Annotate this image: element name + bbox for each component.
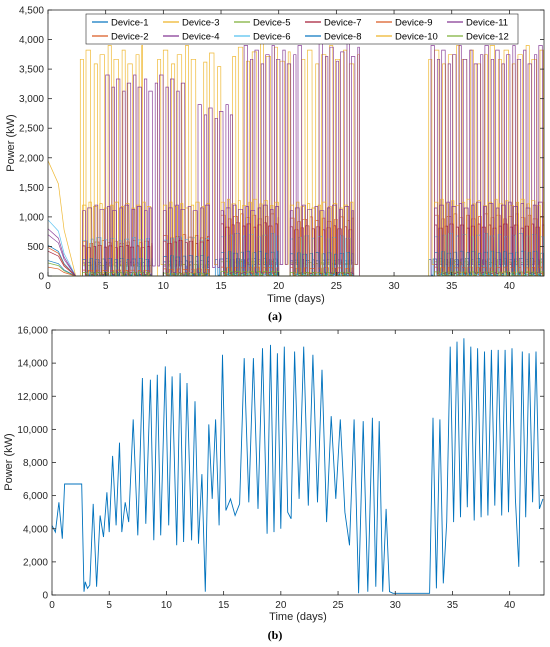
chart-b-xlabel: Time (days) — [269, 611, 327, 623]
chart-a-y-ticks: 0 500 1,000 1,500 2,000 2,500 3,000 3,500 4,000 4… — [19, 6, 544, 283]
series-line-device-11 — [47, 201, 545, 277]
chart-a-legend-items: Device-1 Device-2 Device-3 Device-4 Device-5… — [92, 18, 509, 43]
chart-a-panel-label: (a) — [268, 309, 282, 323]
chart-b-series-line — [51, 338, 544, 594]
legend-entry-label: Device-3 — [182, 18, 220, 29]
b-y-tick-label: 16,000 — [17, 326, 48, 337]
chart-b-axes-box — [51, 329, 545, 596]
series-line-total-power — [51, 338, 544, 594]
b-x-tick-label: 5 — [106, 600, 112, 611]
a-x-tick-label: 10 — [158, 281, 170, 292]
a-x-tick-label: 30 — [388, 281, 400, 292]
b-y-tick-label: 4,000 — [23, 524, 48, 535]
b-x-tick-label: 15 — [218, 600, 230, 611]
b-x-tick-label: 30 — [390, 600, 402, 611]
chart-a-legend: Device-1 Device-2 Device-3 Device-4 Device-5… — [85, 13, 519, 45]
a-y-tick-label: 3,500 — [19, 65, 44, 76]
b-y-tick-label: 6,000 — [23, 491, 48, 502]
legend-entry-label: Device-7 — [324, 18, 362, 29]
legend-entry-label: Device-4 — [182, 32, 220, 43]
chart-a-legend-box — [85, 13, 519, 45]
b-x-tick-label: 25 — [332, 600, 344, 611]
b-y-tick-label: 10,000 — [17, 425, 48, 436]
a-y-tick-label: 3,000 — [19, 94, 44, 105]
a-x-tick-label: 25 — [331, 281, 343, 292]
legend-entry-label: Device-5 — [253, 18, 291, 29]
chart-b: 0 5 10 15 20 25 30 35 40 0 2,000 4,000 6,000 8,000 10… — [3, 326, 545, 642]
a-x-tick-label: 0 — [45, 281, 51, 292]
b-y-tick-label: 2,000 — [23, 557, 48, 568]
b-x-tick-label: 10 — [161, 600, 173, 611]
b-x-tick-label: 40 — [504, 600, 516, 611]
chart-b-x-ticks: 0 5 10 15 20 25 30 35 40 — [49, 330, 516, 611]
legend-entry-label: Device-8 — [324, 32, 362, 43]
a-y-tick-label: 4,500 — [19, 6, 44, 17]
chart-a-ylabel: Power (kW) — [5, 114, 17, 171]
a-y-tick-label: 500 — [27, 242, 44, 253]
a-x-tick-label: 40 — [504, 281, 516, 292]
b-x-tick-label: 0 — [49, 600, 55, 611]
a-x-tick-label: 35 — [446, 281, 458, 292]
chart-b-ylabel: Power (kW) — [3, 433, 15, 490]
a-y-tick-label: 2,000 — [19, 153, 44, 164]
legend-entry-label: Device-12 — [466, 32, 509, 43]
chart-a-xlabel: Time (days) — [267, 293, 325, 305]
chart-a: 0 5 10 15 20 25 30 35 40 0 500 1,000 1,500 2,000 2,50… — [5, 6, 545, 323]
chart-a-series-lines — [47, 42, 545, 277]
legend-entry-label: Device-10 — [395, 32, 438, 43]
a-x-tick-label: 5 — [103, 281, 109, 292]
b-x-tick-label: 20 — [275, 600, 287, 611]
legend-entry-label: Device-9 — [395, 18, 433, 29]
series-line-device-4 — [47, 42, 545, 277]
a-x-tick-label: 15 — [215, 281, 227, 292]
b-y-tick-label: 0 — [42, 591, 48, 602]
b-y-tick-label: 8,000 — [23, 458, 48, 469]
b-x-tick-label: 35 — [447, 600, 459, 611]
a-y-tick-label: 4,000 — [19, 35, 44, 46]
a-y-tick-label: 0 — [38, 272, 44, 283]
legend-entry-label: Device-1 — [111, 18, 149, 29]
legend-entry-label: Device-11 — [466, 18, 508, 29]
a-y-tick-label: 1,000 — [19, 212, 44, 223]
legend-entry-label: Device-6 — [253, 32, 291, 43]
a-y-tick-label: 2,500 — [19, 124, 44, 135]
a-y-tick-label: 1,500 — [19, 183, 44, 194]
chart-b-panel-label: (b) — [268, 628, 283, 642]
chart-b-y-ticks: 0 2,000 4,000 6,000 8,000 10,000 12,000 14,000 1… — [17, 326, 544, 602]
a-x-tick-label: 20 — [273, 281, 285, 292]
series-line-device-6 — [47, 219, 545, 277]
legend-entry-label: Device-2 — [111, 32, 149, 43]
b-y-tick-label: 12,000 — [17, 392, 48, 403]
chart-a-axes-box — [47, 9, 545, 277]
b-y-tick-label: 14,000 — [17, 359, 48, 370]
